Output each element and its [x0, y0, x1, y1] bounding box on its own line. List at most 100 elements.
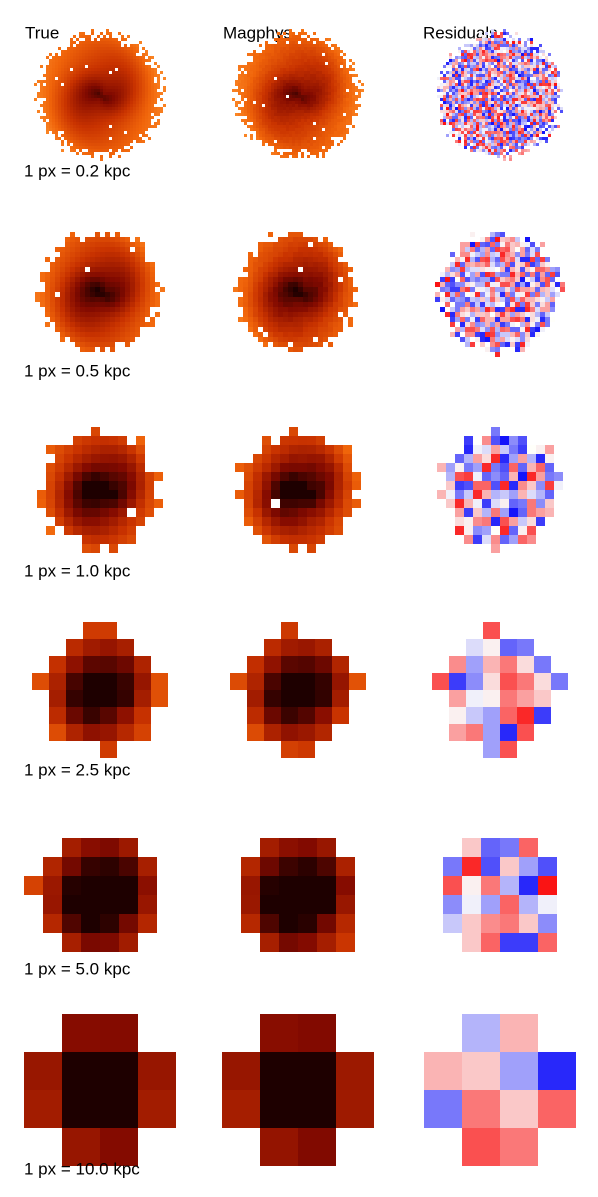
pixel-layer [94, 80, 97, 83]
pixel-layer [103, 86, 106, 89]
pixel-layer [308, 322, 313, 327]
pixel-layer [298, 517, 307, 526]
pixel-layer [62, 1014, 100, 1052]
pixel-layer [95, 282, 135, 322]
pixel-layer [82, 472, 127, 517]
pixel-layer [60, 277, 145, 332]
pixel-layer [73, 472, 82, 481]
pixel-layer [80, 277, 85, 282]
pixel-layer [130, 302, 135, 307]
pixel-layer [82, 436, 91, 445]
pixel-layer [76, 89, 82, 110]
pixel-layer [534, 690, 551, 707]
pixel-layer [46, 35, 151, 143]
pixel-layer [91, 463, 109, 517]
pixel-layer [455, 445, 554, 535]
pixel-layer [286, 56, 310, 68]
map-panel [32, 622, 168, 758]
pixel-layer [238, 297, 243, 302]
pixel-layer [82, 544, 91, 553]
pixel-layer [83, 673, 117, 707]
pixel-layer [262, 472, 334, 508]
pixel-layer [34, 83, 37, 86]
pixel-layer [280, 508, 289, 517]
pixel-layer [337, 77, 340, 80]
pixel-layer [304, 95, 307, 98]
pixel-layer [46, 463, 55, 472]
pixel-layer [289, 89, 292, 98]
pixel-layer [37, 490, 46, 499]
pixel-layer [145, 282, 150, 292]
pixel-layer [288, 292, 293, 297]
scale-label: 1 px = 0.5 kpc [24, 361, 131, 380]
pixel-layer [85, 287, 90, 292]
pixel-layer [298, 287, 303, 292]
pixel-layer [279, 933, 298, 952]
pixel-layer [278, 302, 283, 307]
pixel-layer [277, 101, 286, 110]
pixel-layer [238, 50, 358, 101]
pixel-layer [313, 332, 318, 337]
pixel-layer [244, 86, 247, 89]
pixel-layer [298, 89, 301, 92]
scale-label: 1 px = 2.5 kpc [24, 760, 131, 779]
pixel-layer [85, 282, 90, 287]
pixel-layer [446, 481, 554, 517]
pixel-layer [262, 454, 271, 463]
pixel-layer [304, 92, 307, 95]
pixel-layer [241, 857, 260, 876]
pixel-layer [278, 287, 283, 292]
pixel-layer [118, 89, 121, 92]
pixel-layer [298, 535, 307, 544]
pixel-layer [145, 508, 154, 517]
pixel-layer [298, 95, 301, 98]
pixel-layer [283, 252, 288, 257]
pixel-layer [280, 83, 307, 110]
scale-label: 1 px = 5.0 kpc [24, 959, 131, 978]
pixel-layer [109, 32, 112, 35]
pixel-layer [82, 517, 91, 526]
pixel-layer [298, 252, 303, 257]
pixel-layer [81, 838, 100, 857]
pixel-layer [109, 454, 118, 463]
pixel-layer [235, 89, 238, 92]
pixel-layer [82, 454, 91, 463]
pixel-layer [46, 526, 55, 535]
pixel-layer [303, 257, 308, 262]
pixel-layer [79, 86, 82, 89]
pixel-layer [35, 292, 40, 297]
pixel-layer [308, 327, 313, 332]
pixel-layer [277, 71, 337, 89]
map-panel [24, 838, 157, 952]
pixel-layer [260, 933, 279, 952]
pixel-layer [298, 242, 303, 247]
pixel-layer [64, 481, 73, 490]
pixel-layer [313, 292, 318, 297]
pixel-layer [91, 427, 100, 436]
pixel-layer [288, 287, 293, 292]
pixel-layer [95, 312, 100, 317]
pixel-layer [328, 322, 333, 327]
pixel-layer [140, 257, 145, 262]
pixel-layer [105, 322, 110, 327]
pixel-layer [264, 707, 281, 724]
pixel-layer [97, 113, 100, 116]
pixel-layer [483, 656, 551, 690]
pixel-layer [277, 80, 313, 89]
pixel-layer [81, 933, 100, 952]
pixel-layer [50, 312, 80, 347]
pixel-layer [117, 656, 134, 673]
pixel-layer [295, 89, 298, 92]
pixel-layer [343, 472, 352, 481]
pixel-layer [334, 517, 343, 526]
pixel-layer [298, 707, 315, 724]
pixel-layer [105, 332, 110, 337]
pixel-layer [280, 526, 289, 535]
pixel-layer [253, 445, 289, 490]
pixel-layer [313, 101, 316, 104]
pixel-layer [292, 107, 313, 113]
pixel-layer [253, 89, 256, 92]
pixel-layer [334, 454, 343, 463]
pixel-layer [85, 95, 115, 104]
pixel-layer [85, 53, 112, 134]
